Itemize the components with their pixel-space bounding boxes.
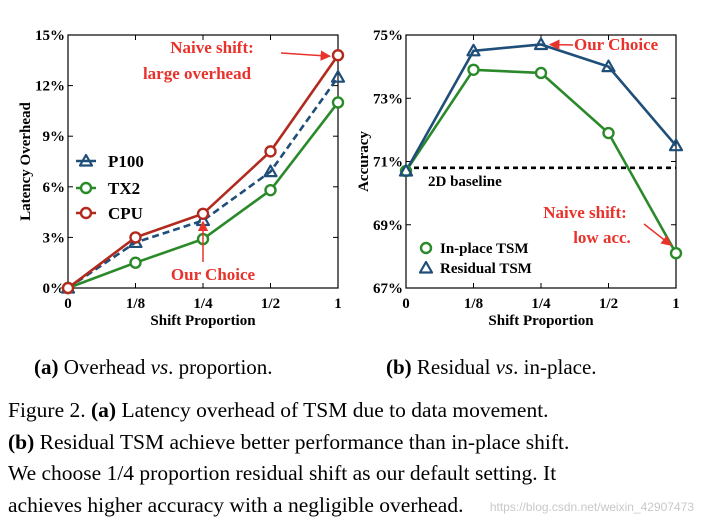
annotation-naive-shift: Naive shift: (170, 38, 254, 57)
x-tick-label: 1/4 (531, 296, 551, 312)
chart-accuracy: 67% 69% 71% 73% 75% 0 1/8 1/4 1/2 1 Shift Proporti… (356, 28, 684, 329)
y-tick-label: 73% (373, 91, 403, 107)
y-tick-label: 71% (373, 155, 403, 171)
caption-line-2: (b) Residual TSM achieve better performa… (8, 429, 570, 454)
annotation-low-acc: low acc. (573, 228, 631, 247)
point-in-place-tsm (467, 63, 480, 76)
annotation-our-choice: Our Choice (574, 35, 659, 54)
legend-label: TX2 (108, 179, 140, 198)
x-axis-label: Shift Proportion (488, 313, 594, 329)
point-residual-tsm (533, 37, 549, 51)
y-tick-label: 12% (35, 79, 65, 95)
chart-latency-overhead: 0% 3% 6% 9% 12% 15% 0 1/8 1/4 1/2 1 Shift Proportio… (18, 28, 346, 329)
point-residual-tsm (601, 59, 616, 73)
legend-label: In-place TSM (440, 241, 528, 257)
caption-line-4: achieves higher accuracy with a negligib… (8, 492, 464, 517)
x-axis-label: Shift Proportion (150, 313, 256, 329)
subcaption-a: (a) Overhead vs. proportion. (34, 355, 273, 379)
legend-marker (79, 206, 93, 220)
point-p100 (263, 164, 278, 178)
legend-label: P100 (108, 152, 144, 171)
point-in-place-tsm (534, 66, 548, 80)
annotation-naive-shift: Naive shift: (543, 203, 627, 222)
y-tick-label: 67% (373, 281, 403, 297)
legend-marker (78, 153, 94, 167)
point-cpu (331, 49, 345, 62)
point-tx2 (331, 96, 345, 109)
x-tick-label: 0 (64, 296, 72, 312)
subcaption-b: (b) Residual vs. in-place. (386, 355, 597, 379)
annotation-arrow (643, 223, 672, 246)
point-in-place-tsm (602, 126, 615, 140)
point-residual-tsm (668, 138, 684, 152)
series-line-residual-tsm (404, 43, 677, 172)
point-cpu (196, 207, 210, 220)
y-tick-label: 6% (43, 180, 66, 196)
point-residual-tsm (398, 163, 414, 177)
x-tick-label: 1/2 (261, 296, 280, 312)
y-axis-label: Latency Overhead (18, 101, 34, 220)
annotation-large-overhead: large overhead (143, 64, 252, 83)
point-cpu (61, 281, 75, 295)
y-tick-label: 69% (373, 218, 403, 234)
legend-label: Residual TSM (440, 261, 532, 277)
point-p100 (330, 70, 346, 83)
caption-line-3: We choose 1/4 proportion residual shift … (8, 461, 557, 485)
x-tick-label: 1/4 (193, 296, 213, 312)
watermark: https://blog.csdn.net/weixin_42907473 (489, 500, 694, 514)
figure-caption: Figure 2. (a) Latency overhead of TSM du… (8, 395, 698, 521)
y-tick-label: 9% (43, 129, 66, 145)
x-tick-label: 1/2 (599, 296, 618, 312)
legend-marker (79, 181, 93, 195)
x-tick-label: 1 (672, 296, 680, 312)
legend-marker (418, 260, 434, 274)
point-residual-tsm (466, 43, 481, 57)
point-in-place-tsm (669, 247, 683, 260)
baseline-label: 2D baseline (428, 174, 502, 190)
x-tick-label: 1 (334, 296, 342, 312)
annotation-our-choice: Our Choice (171, 265, 256, 284)
point-cpu (264, 145, 277, 158)
point-cpu (129, 231, 142, 244)
legend-marker (419, 241, 433, 255)
annotation-arrow (548, 39, 574, 50)
y-tick-label: 0% (43, 281, 66, 297)
caption-line-1: Figure 2. (a) Latency overhead of TSM du… (8, 398, 549, 422)
x-tick-label: 1/8 (464, 296, 483, 312)
point-tx2 (129, 256, 142, 269)
legend-label: CPU (108, 204, 143, 223)
point-tx2 (264, 183, 277, 197)
x-tick-label: 1/8 (126, 296, 145, 312)
annotation-arrow (280, 50, 332, 61)
y-tick-label: 75% (373, 28, 403, 44)
y-axis-label: Accuracy (356, 131, 372, 192)
y-tick-label: 15% (35, 28, 65, 44)
y-tick-label: 3% (43, 230, 66, 246)
x-tick-label: 0 (402, 296, 410, 312)
